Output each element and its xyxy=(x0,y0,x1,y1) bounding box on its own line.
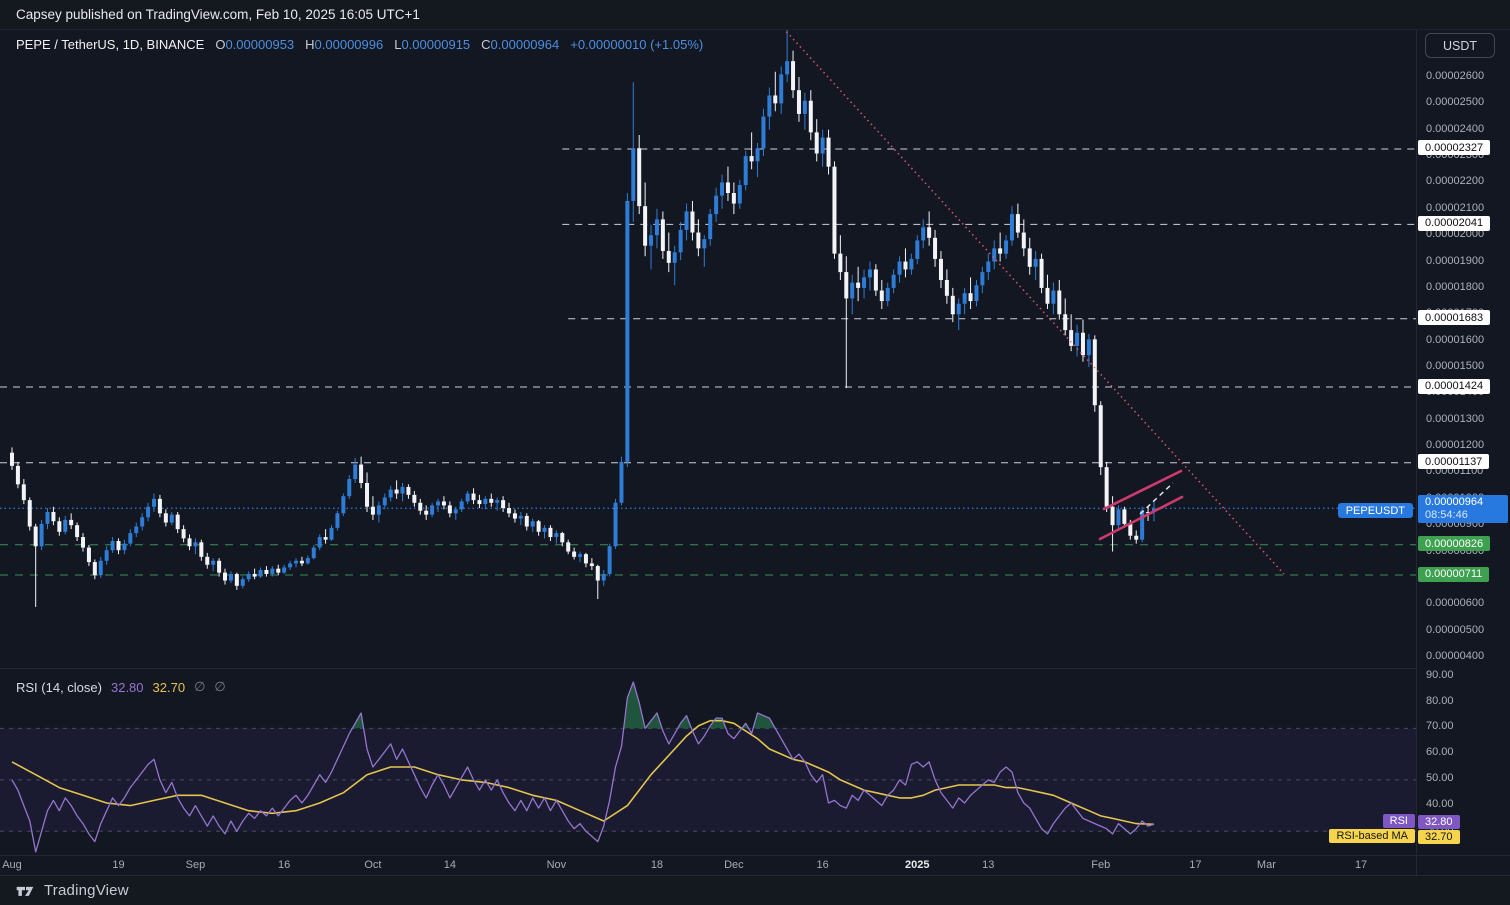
currency-toggle-button[interactable]: USDT xyxy=(1425,33,1495,58)
price-tick-0.00001900: 0.00001900 xyxy=(1426,254,1485,267)
rsi-chart[interactable] xyxy=(0,669,1416,855)
price-level-label: 0.00001424 xyxy=(1418,378,1491,394)
rsi-ma-value-label: 32.70 xyxy=(1418,830,1460,845)
series-label: PEPEUSDT xyxy=(1337,503,1413,518)
price-tick-0.00001500: 0.00001500 xyxy=(1426,359,1485,372)
rsi-value: 32.80 xyxy=(110,679,144,695)
time-label-Sep: Sep xyxy=(185,859,206,871)
price-tick-0.00002500: 0.00002500 xyxy=(1426,96,1485,109)
time-label-2025: 2025 xyxy=(905,859,930,871)
ohlc-close: C0.00000964 xyxy=(481,37,560,52)
rsi-line-label: RSI xyxy=(1382,814,1415,828)
current-price-value: 0.00000964 xyxy=(1425,496,1484,509)
price-tick-0.00000500: 0.00000500 xyxy=(1426,623,1485,636)
time-label-17: 17 xyxy=(1354,859,1368,871)
time-label-Feb: Feb xyxy=(1091,859,1111,871)
rsi-indicator-pane[interactable] xyxy=(0,668,1416,855)
price-chart-pane[interactable] xyxy=(0,30,1416,668)
descending-trendline[interactable] xyxy=(783,30,1285,575)
rsi-tick-70.00: 70.00 xyxy=(1426,720,1454,733)
price-tick-0.00002600: 0.00002600 xyxy=(1426,70,1485,82)
price-tick-0.00000400: 0.00000400 xyxy=(1426,649,1485,662)
time-label-14: 14 xyxy=(443,859,456,871)
time-label-17: 17 xyxy=(1189,859,1202,871)
channel-mid-dash xyxy=(1139,482,1174,515)
rsi-tick-80.00: 80.00 xyxy=(1426,694,1454,707)
time-axis[interactable]: Aug 19 Sep 16 Oct 14 Nov 18 Dec 16 2025 13 Feb 17 Mar 1… xyxy=(0,855,1416,875)
price-tick-0.00002200: 0.00002200 xyxy=(1426,175,1485,188)
bar-countdown: 08:54:46 xyxy=(1425,509,1468,522)
tradingview-logo-icon[interactable] xyxy=(14,882,36,900)
rsi-line[interactable] xyxy=(11,681,1155,853)
price-level-label: 0.00000826 xyxy=(1418,536,1491,552)
rsi-tick-40.00: 40.00 xyxy=(1426,797,1454,810)
price-level-label: 0.00001683 xyxy=(1418,310,1491,326)
channel-lower-line[interactable] xyxy=(1098,495,1184,541)
rsi-value-label: 32.80 xyxy=(1418,815,1460,830)
price-level-label: 0.00002327 xyxy=(1418,140,1491,156)
rsi-ma-value: 32.70 xyxy=(152,679,186,695)
price-tick-0.00001300: 0.00001300 xyxy=(1426,412,1485,425)
time-label-18: 18 xyxy=(650,859,664,871)
time-label-Nov: Nov xyxy=(546,859,567,871)
time-label-Aug: Aug xyxy=(2,859,22,871)
time-label-13: 13 xyxy=(982,859,995,871)
price-level-label: 0.00000711 xyxy=(1418,566,1490,582)
ohlc-open: O0.00000953 xyxy=(215,37,295,52)
price-tick-0.00001800: 0.00001800 xyxy=(1426,280,1485,293)
ohlc-low: L0.00000915 xyxy=(394,37,471,52)
time-label-Oct: Oct xyxy=(364,859,382,871)
price-tick-0.00002400: 0.00002400 xyxy=(1426,122,1485,135)
footer-brand[interactable]: TradingView xyxy=(44,882,129,899)
time-label-19: 19 xyxy=(112,859,125,871)
price-tick-0.00000600: 0.00000600 xyxy=(1426,597,1485,610)
price-tick-0.00001600: 0.00001600 xyxy=(1426,333,1485,346)
time-label-Mar: Mar xyxy=(1256,859,1276,871)
rsi-band-fill xyxy=(0,728,1416,832)
rsi-ma-line-label: RSI-based MA xyxy=(1329,829,1415,843)
candlestick-chart[interactable] xyxy=(0,30,1416,668)
price-change: +0.00000010 (+1.05%) xyxy=(570,37,704,52)
rsi-header: RSI (14, close) 32.80 32.70 ∅ ∅ xyxy=(16,679,226,695)
publish-info-bar: Capsey published on TradingView.com, Feb… xyxy=(0,0,1510,30)
hide-rsi-ma-icon[interactable]: ∅ xyxy=(214,679,226,694)
footer-bar: TradingView xyxy=(0,875,1510,905)
price-axis[interactable]: USDT 0.00002600 0.00002500 0.00002400 0.000… xyxy=(1416,30,1510,855)
rsi-tick-50.00: 50.00 xyxy=(1426,771,1454,784)
rsi-title: RSI (14, close) xyxy=(16,679,102,695)
ohlc-high: H0.00000996 xyxy=(305,37,384,52)
time-label-16: 16 xyxy=(816,859,829,871)
price-tick-0.00002100: 0.00002100 xyxy=(1426,201,1485,214)
axis-corner xyxy=(1416,855,1510,875)
time-label-16: 16 xyxy=(278,859,291,871)
rsi-tick-60.00: 60.00 xyxy=(1426,746,1454,759)
symbol-header: PEPE / TetherUS, 1D, BINANCE O0.00000953… xyxy=(16,37,703,52)
candles[interactable] xyxy=(10,30,1156,607)
price-tick-0.00001200: 0.00001200 xyxy=(1426,439,1485,452)
symbol-title: PEPE / TetherUS, 1D, BINANCE xyxy=(16,37,205,52)
rsi-tick-90.00: 90.00 xyxy=(1426,669,1454,681)
current-price-label: 0.00000964 08:54:46 xyxy=(1418,495,1508,524)
time-label-Dec: Dec xyxy=(724,859,744,871)
channel-upper-line[interactable] xyxy=(1102,469,1183,511)
price-tick-0.00002000: 0.00002000 xyxy=(1426,228,1485,241)
price-level-label: 0.00002041 xyxy=(1418,215,1491,231)
price-level-label: 0.00001137 xyxy=(1418,454,1490,470)
hide-rsi-icon[interactable]: ∅ xyxy=(194,679,206,694)
publish-info-text: Capsey published on TradingView.com, Feb… xyxy=(16,7,420,22)
